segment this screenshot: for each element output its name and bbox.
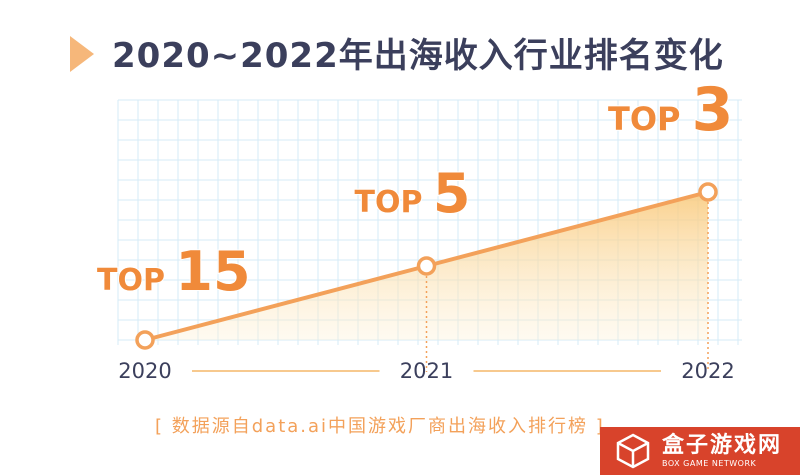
drop-lines (425, 192, 709, 372)
data-label: TOP 15 (97, 240, 251, 303)
x-tick-label: 2020 (118, 359, 171, 383)
watermark-badge: 盒子游戏网 BOX GAME NETWORK (600, 427, 800, 475)
data-point (698, 182, 718, 202)
data-label: TOP 3 (608, 75, 733, 145)
data-points (135, 182, 718, 350)
watermark-name: 盒子游戏网 (662, 432, 783, 458)
data-labels: TOP 15 TOP 5 TOP 3 (96, 74, 734, 304)
data-point (416, 256, 437, 276)
source-note: [ 数据源自data.ai中国游戏厂商出海收入排行榜 ] (155, 416, 605, 437)
chart-title: 2020~2022年出海收入行业排名变化 (112, 36, 724, 76)
data-label: TOP 5 (355, 162, 471, 225)
cube-logo-icon (616, 433, 650, 469)
data-point (135, 330, 155, 350)
x-axis: 2020 2021 2022 (118, 359, 734, 383)
watermark-subtitle: BOX GAME NETWORK (662, 458, 757, 468)
x-tick-label: 2022 (681, 359, 734, 383)
title-marker-icon (70, 36, 94, 72)
x-tick-label: 2021 (400, 359, 453, 383)
